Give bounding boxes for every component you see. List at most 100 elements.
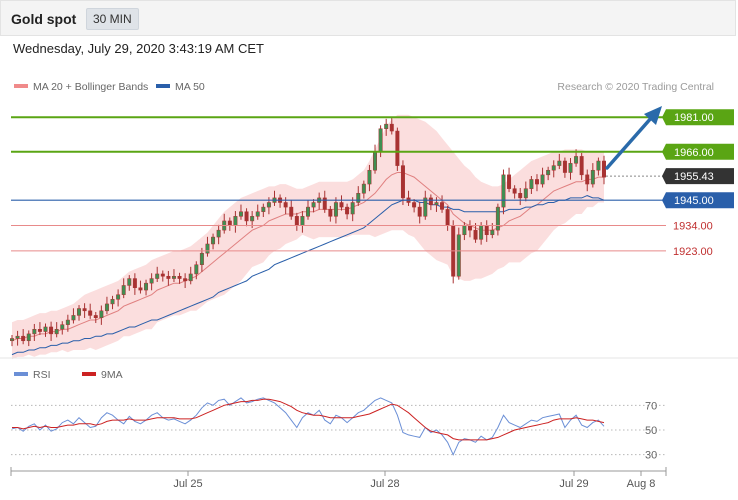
candle-body [93, 315, 98, 318]
legend-swatch [14, 372, 28, 376]
candle-body [367, 169, 372, 185]
candle [596, 157, 601, 176]
main-legend: MA 20 + Bollinger Bands MA 50 [14, 81, 205, 93]
candle [32, 323, 37, 342]
candle [518, 187, 523, 206]
candle [183, 273, 188, 289]
candle-body [479, 225, 484, 240]
candle-body [400, 165, 405, 199]
candle-body [171, 275, 176, 279]
candle [289, 199, 294, 220]
candle [400, 160, 405, 206]
candle [523, 181, 528, 202]
candle-body [602, 160, 606, 178]
candle [144, 279, 149, 296]
candle [451, 220, 456, 284]
candle-body [361, 183, 366, 194]
candle [501, 169, 506, 215]
candle [21, 329, 26, 345]
candle-body [283, 202, 288, 208]
candle-body [546, 169, 551, 176]
candle [384, 118, 389, 136]
arrow-shaft [605, 115, 654, 170]
x-axis: Jul 25 Jul 28 Jul 29 Aug 8 [10, 467, 667, 490]
candle-body [356, 193, 361, 203]
candle-body [88, 310, 93, 316]
candle-body [395, 130, 400, 166]
candle [361, 180, 366, 199]
candle [93, 311, 98, 324]
candle-body [384, 123, 389, 129]
candle [138, 280, 143, 294]
level-price-label: 1934.00 [673, 221, 713, 233]
candle-body [417, 206, 422, 217]
candle-body [462, 225, 467, 236]
candle-body [423, 197, 428, 217]
candle-body [378, 128, 383, 153]
candle-body [574, 156, 579, 164]
candle-body [116, 294, 121, 300]
candle-body [250, 216, 255, 222]
candle-body [467, 225, 472, 231]
candle-body [205, 243, 210, 254]
candle [116, 289, 121, 307]
candle-body [216, 229, 221, 238]
candle-body [389, 123, 394, 132]
candle-body [322, 197, 327, 210]
candle-body [562, 160, 567, 173]
candle-body [194, 264, 199, 275]
candle-body [412, 202, 417, 208]
candle-body [144, 282, 149, 291]
level-price-label: 1945.00 [674, 195, 714, 207]
candle-body [227, 220, 232, 226]
candle-body [523, 188, 528, 199]
candle-body [311, 202, 316, 208]
candle-body [289, 206, 294, 217]
candle [244, 208, 249, 227]
rsi-ma-line [12, 398, 605, 441]
candle [43, 323, 48, 337]
candle [82, 303, 87, 318]
level-price-label: 1981.00 [674, 112, 714, 124]
candle-body [43, 326, 48, 332]
candle-body [77, 308, 82, 316]
candle-body [127, 278, 132, 286]
candle-body [596, 160, 601, 171]
candle [306, 199, 310, 220]
candle [211, 233, 216, 250]
candle [428, 194, 433, 211]
candle [255, 204, 260, 220]
candle [194, 261, 199, 280]
level-price-tag [662, 168, 734, 185]
candle-body [149, 278, 154, 284]
candle [328, 205, 333, 222]
candle [149, 273, 154, 291]
candle-body [132, 278, 137, 289]
candle-body [49, 326, 54, 335]
candle-body [333, 202, 338, 217]
candle [49, 321, 54, 342]
candle-body [590, 169, 595, 185]
rsi-line [11, 397, 605, 456]
candle-body [188, 273, 193, 282]
rsi-tick-label: 50 [645, 425, 657, 437]
candle [15, 330, 20, 346]
candle-body [306, 206, 310, 217]
candle [345, 203, 350, 220]
forecast-arrow [605, 106, 662, 170]
candle [568, 158, 573, 180]
rsi-tick-label: 70 [645, 400, 657, 412]
x-tick-label: Jul 29 [559, 478, 588, 490]
candle-body [71, 315, 76, 321]
legend-swatch [14, 84, 28, 88]
candle-body [428, 197, 433, 206]
candle [534, 174, 539, 192]
legend-label: MA 50 [175, 81, 205, 93]
candle [60, 321, 65, 335]
candle [99, 305, 104, 325]
interval-button[interactable]: 30 MIN [86, 8, 139, 30]
candle-body [568, 163, 573, 173]
candle [456, 227, 461, 280]
candle [77, 305, 82, 321]
candle-body [473, 229, 478, 240]
